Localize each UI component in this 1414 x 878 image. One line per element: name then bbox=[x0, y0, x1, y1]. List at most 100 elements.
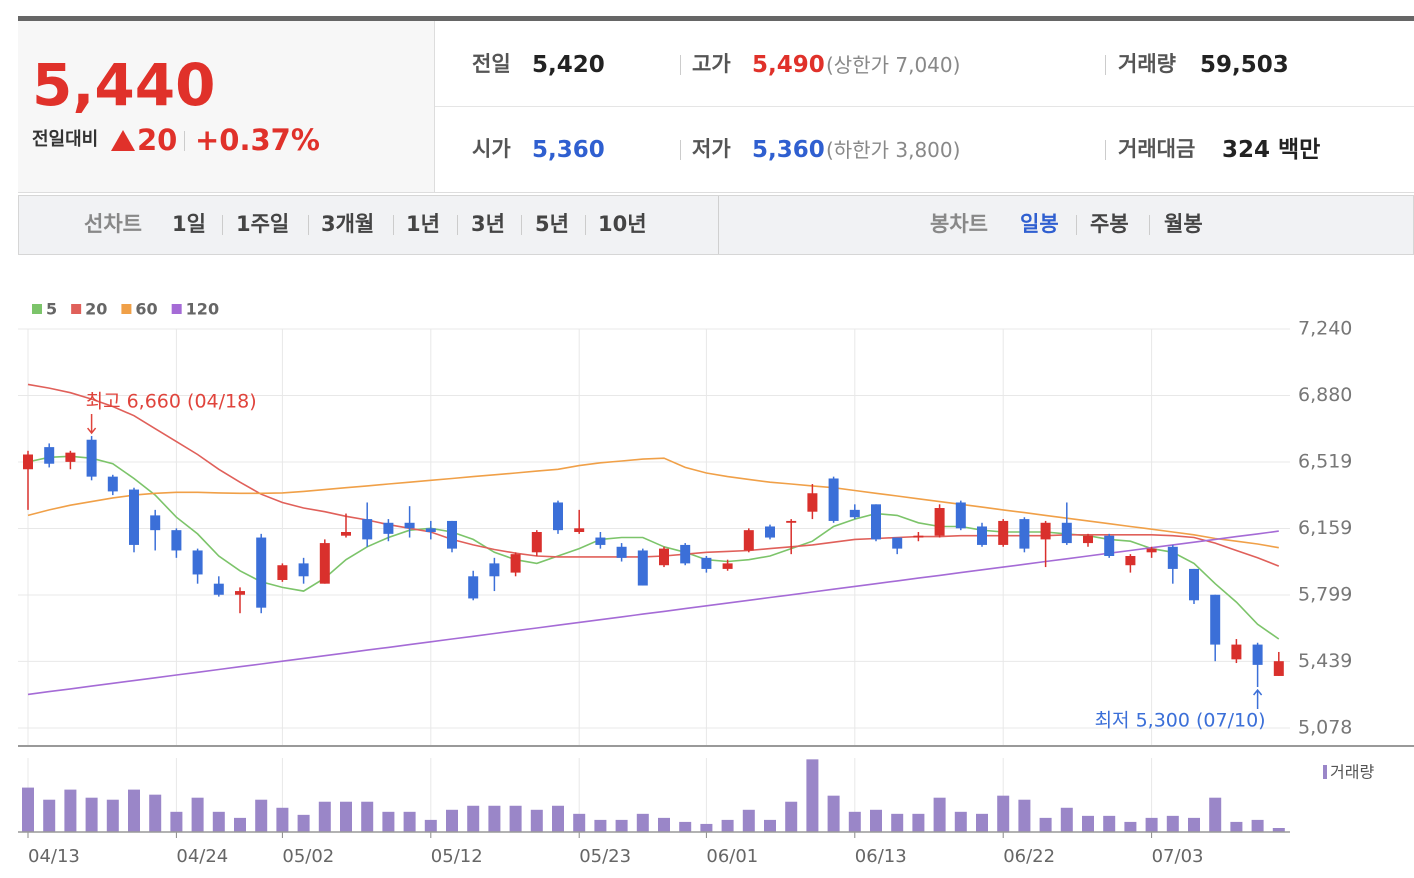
tab[interactable]: 10년 bbox=[598, 212, 647, 236]
volume-bar bbox=[234, 817, 246, 832]
candle-body bbox=[362, 519, 373, 540]
volume-bar bbox=[848, 811, 861, 832]
volume-bar bbox=[700, 823, 713, 832]
y-tick-label: 6,880 bbox=[1298, 384, 1352, 406]
volume-bar bbox=[785, 801, 798, 832]
candle-body bbox=[531, 532, 542, 553]
candle-body bbox=[659, 548, 669, 566]
volume-bar bbox=[85, 797, 98, 832]
stat-note: (하한가 3,800) bbox=[826, 138, 961, 162]
change: 20 bbox=[137, 123, 178, 157]
tab-divider bbox=[718, 196, 719, 254]
volume-bar bbox=[446, 809, 458, 832]
separator bbox=[1105, 140, 1106, 160]
candle-body bbox=[319, 543, 330, 584]
volume-bar bbox=[976, 813, 988, 832]
candle-body bbox=[298, 563, 309, 577]
current-price: 5,440 bbox=[32, 51, 216, 119]
volume-bar bbox=[488, 805, 501, 832]
candle-body bbox=[171, 530, 182, 551]
y-tick-label: 5,799 bbox=[1298, 583, 1352, 605]
candle-body bbox=[701, 557, 712, 569]
candle-body bbox=[510, 554, 521, 573]
candle-body bbox=[913, 535, 924, 538]
candle-body bbox=[213, 583, 224, 595]
row-divider bbox=[435, 106, 1414, 107]
tab[interactable]: 5년 bbox=[535, 212, 569, 236]
tab[interactable]: 주봉 bbox=[1090, 212, 1129, 236]
candle-body bbox=[1040, 522, 1051, 540]
candle-body bbox=[277, 565, 288, 580]
x-tick-label: 06/22 bbox=[1003, 846, 1055, 867]
volume-bar bbox=[742, 809, 755, 832]
tab-bar bbox=[18, 195, 1414, 255]
volume-bar bbox=[276, 807, 289, 832]
candle-body bbox=[1146, 548, 1157, 553]
ma-line bbox=[27, 455, 1280, 640]
volume-bar bbox=[297, 814, 310, 832]
volume-bar bbox=[1230, 821, 1243, 832]
candle-body bbox=[447, 520, 457, 549]
volume-bar bbox=[679, 821, 692, 832]
candle-body bbox=[637, 550, 648, 586]
volume-bar bbox=[594, 819, 607, 832]
candle-body bbox=[849, 509, 860, 518]
separator bbox=[1149, 215, 1150, 235]
tab[interactable]: 일봉 bbox=[1020, 212, 1059, 236]
separator bbox=[680, 55, 681, 75]
volume-bar bbox=[424, 819, 437, 832]
change-label: 전일대비 bbox=[32, 129, 99, 150]
y-tick-label: 6,159 bbox=[1298, 517, 1352, 539]
candle-body bbox=[828, 478, 839, 521]
tab[interactable]: 월봉 bbox=[1164, 212, 1203, 236]
y-tick-label: 7,240 bbox=[1298, 318, 1352, 340]
legend-swatch bbox=[71, 304, 82, 314]
volume-bar bbox=[318, 801, 331, 832]
candle-body bbox=[1083, 535, 1093, 544]
candle-body bbox=[489, 563, 500, 577]
candle-body bbox=[1273, 661, 1284, 676]
annotation: 최저 5,300 (07/10) bbox=[1095, 710, 1266, 732]
volume-bar bbox=[1124, 821, 1137, 832]
volume-bar bbox=[1166, 815, 1179, 832]
candle-body bbox=[977, 526, 987, 545]
volume-bar bbox=[149, 794, 162, 832]
tab[interactable]: 1년 bbox=[406, 212, 440, 236]
tab[interactable]: 3개월 bbox=[321, 212, 375, 236]
candle-body bbox=[1231, 644, 1242, 660]
tab[interactable]: 1주일 bbox=[236, 212, 290, 236]
legend-label: 거래량 bbox=[1330, 763, 1374, 782]
candle-body bbox=[150, 515, 161, 531]
candle-body bbox=[404, 522, 415, 529]
tab[interactable]: 1일 bbox=[172, 212, 206, 236]
tab-group-label: 봉차트 bbox=[930, 212, 988, 236]
tab-group-label: 선차트 bbox=[84, 212, 142, 236]
annotation-arrow bbox=[87, 414, 97, 435]
volume-bar bbox=[128, 789, 140, 832]
volume-bar bbox=[170, 811, 183, 832]
volume-bar bbox=[764, 819, 776, 832]
stat-value: 5,360 bbox=[752, 137, 825, 163]
volume-bar bbox=[340, 801, 352, 832]
tab[interactable]: 3년 bbox=[471, 212, 505, 236]
candle-body bbox=[871, 504, 881, 540]
stat-value: 59,503 bbox=[1200, 52, 1289, 78]
volume-bar bbox=[1251, 819, 1264, 832]
volume-bar bbox=[361, 801, 374, 832]
volume-bar bbox=[573, 813, 586, 832]
candle-body bbox=[107, 476, 118, 492]
candle-body bbox=[44, 447, 55, 464]
candle-body bbox=[616, 546, 627, 558]
volume-bar bbox=[1272, 827, 1285, 832]
volume-bar bbox=[636, 813, 649, 832]
separator bbox=[393, 215, 394, 235]
volume-bar bbox=[615, 819, 628, 832]
y-tick-label: 5,078 bbox=[1298, 717, 1352, 739]
candle-body bbox=[680, 544, 691, 564]
legend-swatch bbox=[32, 304, 42, 314]
stat-label: 시가 bbox=[472, 137, 511, 161]
legend-label: 120 bbox=[186, 300, 219, 319]
x-tick-label: 04/24 bbox=[176, 846, 228, 867]
candle-body bbox=[192, 550, 203, 575]
volume-bar bbox=[212, 811, 225, 832]
